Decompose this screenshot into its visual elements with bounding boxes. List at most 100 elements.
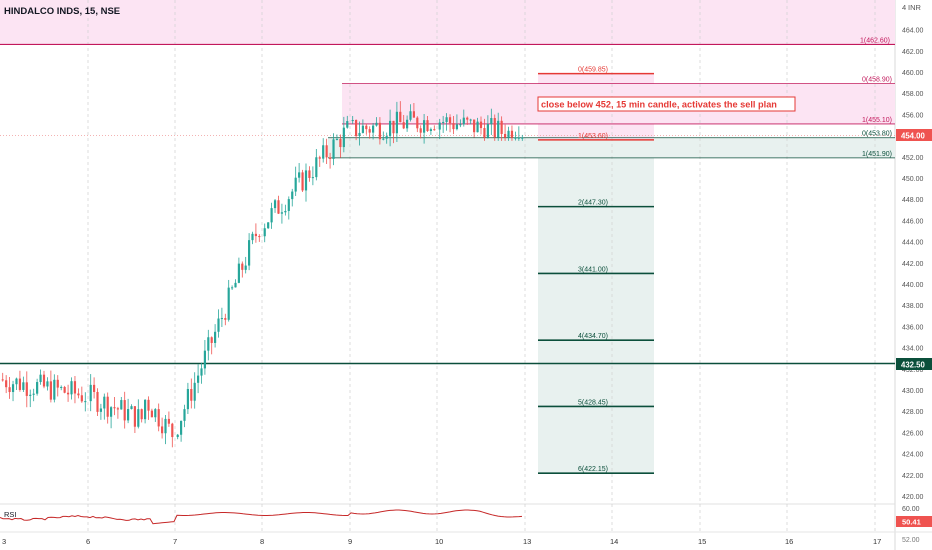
- candle-body: [322, 145, 325, 159]
- candle-body: [368, 129, 371, 133]
- candle-body: [335, 138, 339, 140]
- chart-title: HINDALCO INDS, 15, NSE: [4, 6, 120, 17]
- candle-body: [144, 399, 147, 420]
- target-label: 4(434.70): [578, 333, 608, 340]
- candle-body: [161, 426, 164, 434]
- candle-body: [254, 233, 257, 237]
- candle-body: [73, 381, 77, 394]
- candle-body: [406, 119, 409, 129]
- candle-body: [277, 200, 280, 214]
- candle-body: [106, 396, 109, 417]
- candle-body: [217, 318, 220, 332]
- candle-body: [207, 337, 210, 351]
- candle-body: [15, 378, 18, 385]
- candle-body: [180, 420, 183, 435]
- fib-level-label: 0(459.85): [578, 67, 608, 74]
- candle-body: [423, 120, 426, 133]
- candle-body: [473, 119, 476, 133]
- candle-body: [294, 177, 297, 192]
- candle-body: [154, 409, 157, 418]
- candle-body: [11, 384, 15, 393]
- price-axis[interactable]: 420.00 422.00 424.00 426.00 428.00 430.00 432.…: [902, 28, 924, 501]
- candle-body: [32, 393, 35, 395]
- time-tick-label: 9: [348, 537, 352, 546]
- price-tick-label: 438.00: [902, 303, 924, 310]
- candle-body: [42, 374, 46, 387]
- candle-body: [438, 122, 441, 130]
- price-tick-label: 456.00: [902, 112, 924, 119]
- rsi-axis-60: 60.00: [902, 506, 920, 513]
- annotation-box[interactable]: [537, 96, 796, 112]
- candle-body: [137, 409, 140, 427]
- candle-body: [157, 409, 160, 427]
- price-tick-label: 450.00: [902, 176, 924, 183]
- candle-body: [123, 400, 126, 421]
- candle-body: [517, 137, 520, 139]
- candle-body: [346, 121, 349, 128]
- target-label: 5(428.45): [578, 399, 608, 406]
- target-label: 2(447.30): [578, 200, 608, 207]
- candle-body: [120, 400, 123, 410]
- price-tick-label: 458.00: [902, 91, 924, 98]
- candle-body: [490, 118, 493, 125]
- candle-body: [29, 394, 32, 396]
- candle-body: [361, 125, 364, 133]
- candle-body: [210, 337, 213, 343]
- candle-body: [22, 382, 25, 390]
- candle-body: [375, 122, 378, 126]
- candle-body: [483, 128, 486, 138]
- candle-body: [133, 406, 136, 427]
- candle-body: [382, 138, 385, 140]
- rsi-line: [0, 509, 523, 525]
- price-tick-label: 424.00: [902, 452, 924, 459]
- candle-body: [203, 350, 206, 369]
- price-tick-label: 448.00: [902, 197, 924, 204]
- rsi-value: 50.41: [902, 518, 921, 527]
- candle-body: [66, 392, 70, 395]
- time-tick-label: 16: [785, 537, 793, 546]
- price-tick-label: 422.00: [902, 473, 924, 480]
- grid-layer: [87, 0, 876, 532]
- candle-body: [521, 137, 524, 139]
- candle-body: [220, 318, 223, 320]
- candle-body: [395, 111, 398, 134]
- candle-body: [200, 368, 203, 376]
- candle-body: [167, 418, 170, 424]
- currency-label: INR: [908, 3, 922, 12]
- time-tick-label: 10: [435, 537, 443, 546]
- candle-body: [318, 157, 321, 159]
- time-tick-label: 7: [173, 537, 177, 546]
- last-price-text: 454.00: [901, 132, 926, 141]
- candle-body: [227, 287, 230, 320]
- candle-body: [351, 119, 354, 122]
- candle-body: [116, 408, 119, 410]
- candle-body: [399, 111, 402, 123]
- candle-body: [60, 386, 63, 388]
- candle-body: [63, 386, 66, 393]
- candle-body: [332, 139, 335, 159]
- support-price-text: 432.50: [901, 361, 926, 370]
- fibonacci-layer: 1(462.60) 0(459.85) 0(458.90) 1(455.10) 0(45…: [0, 37, 895, 475]
- candle-body: [452, 123, 455, 130]
- price-tick-label: 420.00: [902, 494, 924, 501]
- candle-body: [342, 127, 345, 148]
- candle-body: [164, 418, 167, 434]
- time-tick-label: 15: [698, 537, 706, 546]
- candle-body: [103, 396, 106, 409]
- candle-body: [500, 120, 503, 134]
- candle-body: [291, 191, 294, 200]
- price-tick-label: 426.00: [902, 430, 924, 437]
- candle-body: [214, 331, 217, 343]
- candle-body: [237, 263, 240, 283]
- time-axis[interactable]: 3 6 7 8 9 10 13 14 15 16 17: [2, 537, 881, 546]
- candle-body: [25, 382, 28, 396]
- candle-body: [113, 407, 116, 409]
- price-tick-label: 444.00: [902, 240, 924, 247]
- candle-body: [510, 130, 514, 138]
- currency-prefix: 4: [902, 3, 906, 12]
- candle-body: [70, 381, 73, 395]
- candle-body: [378, 122, 381, 140]
- candle-body: [416, 117, 419, 129]
- candle-body: [339, 138, 342, 148]
